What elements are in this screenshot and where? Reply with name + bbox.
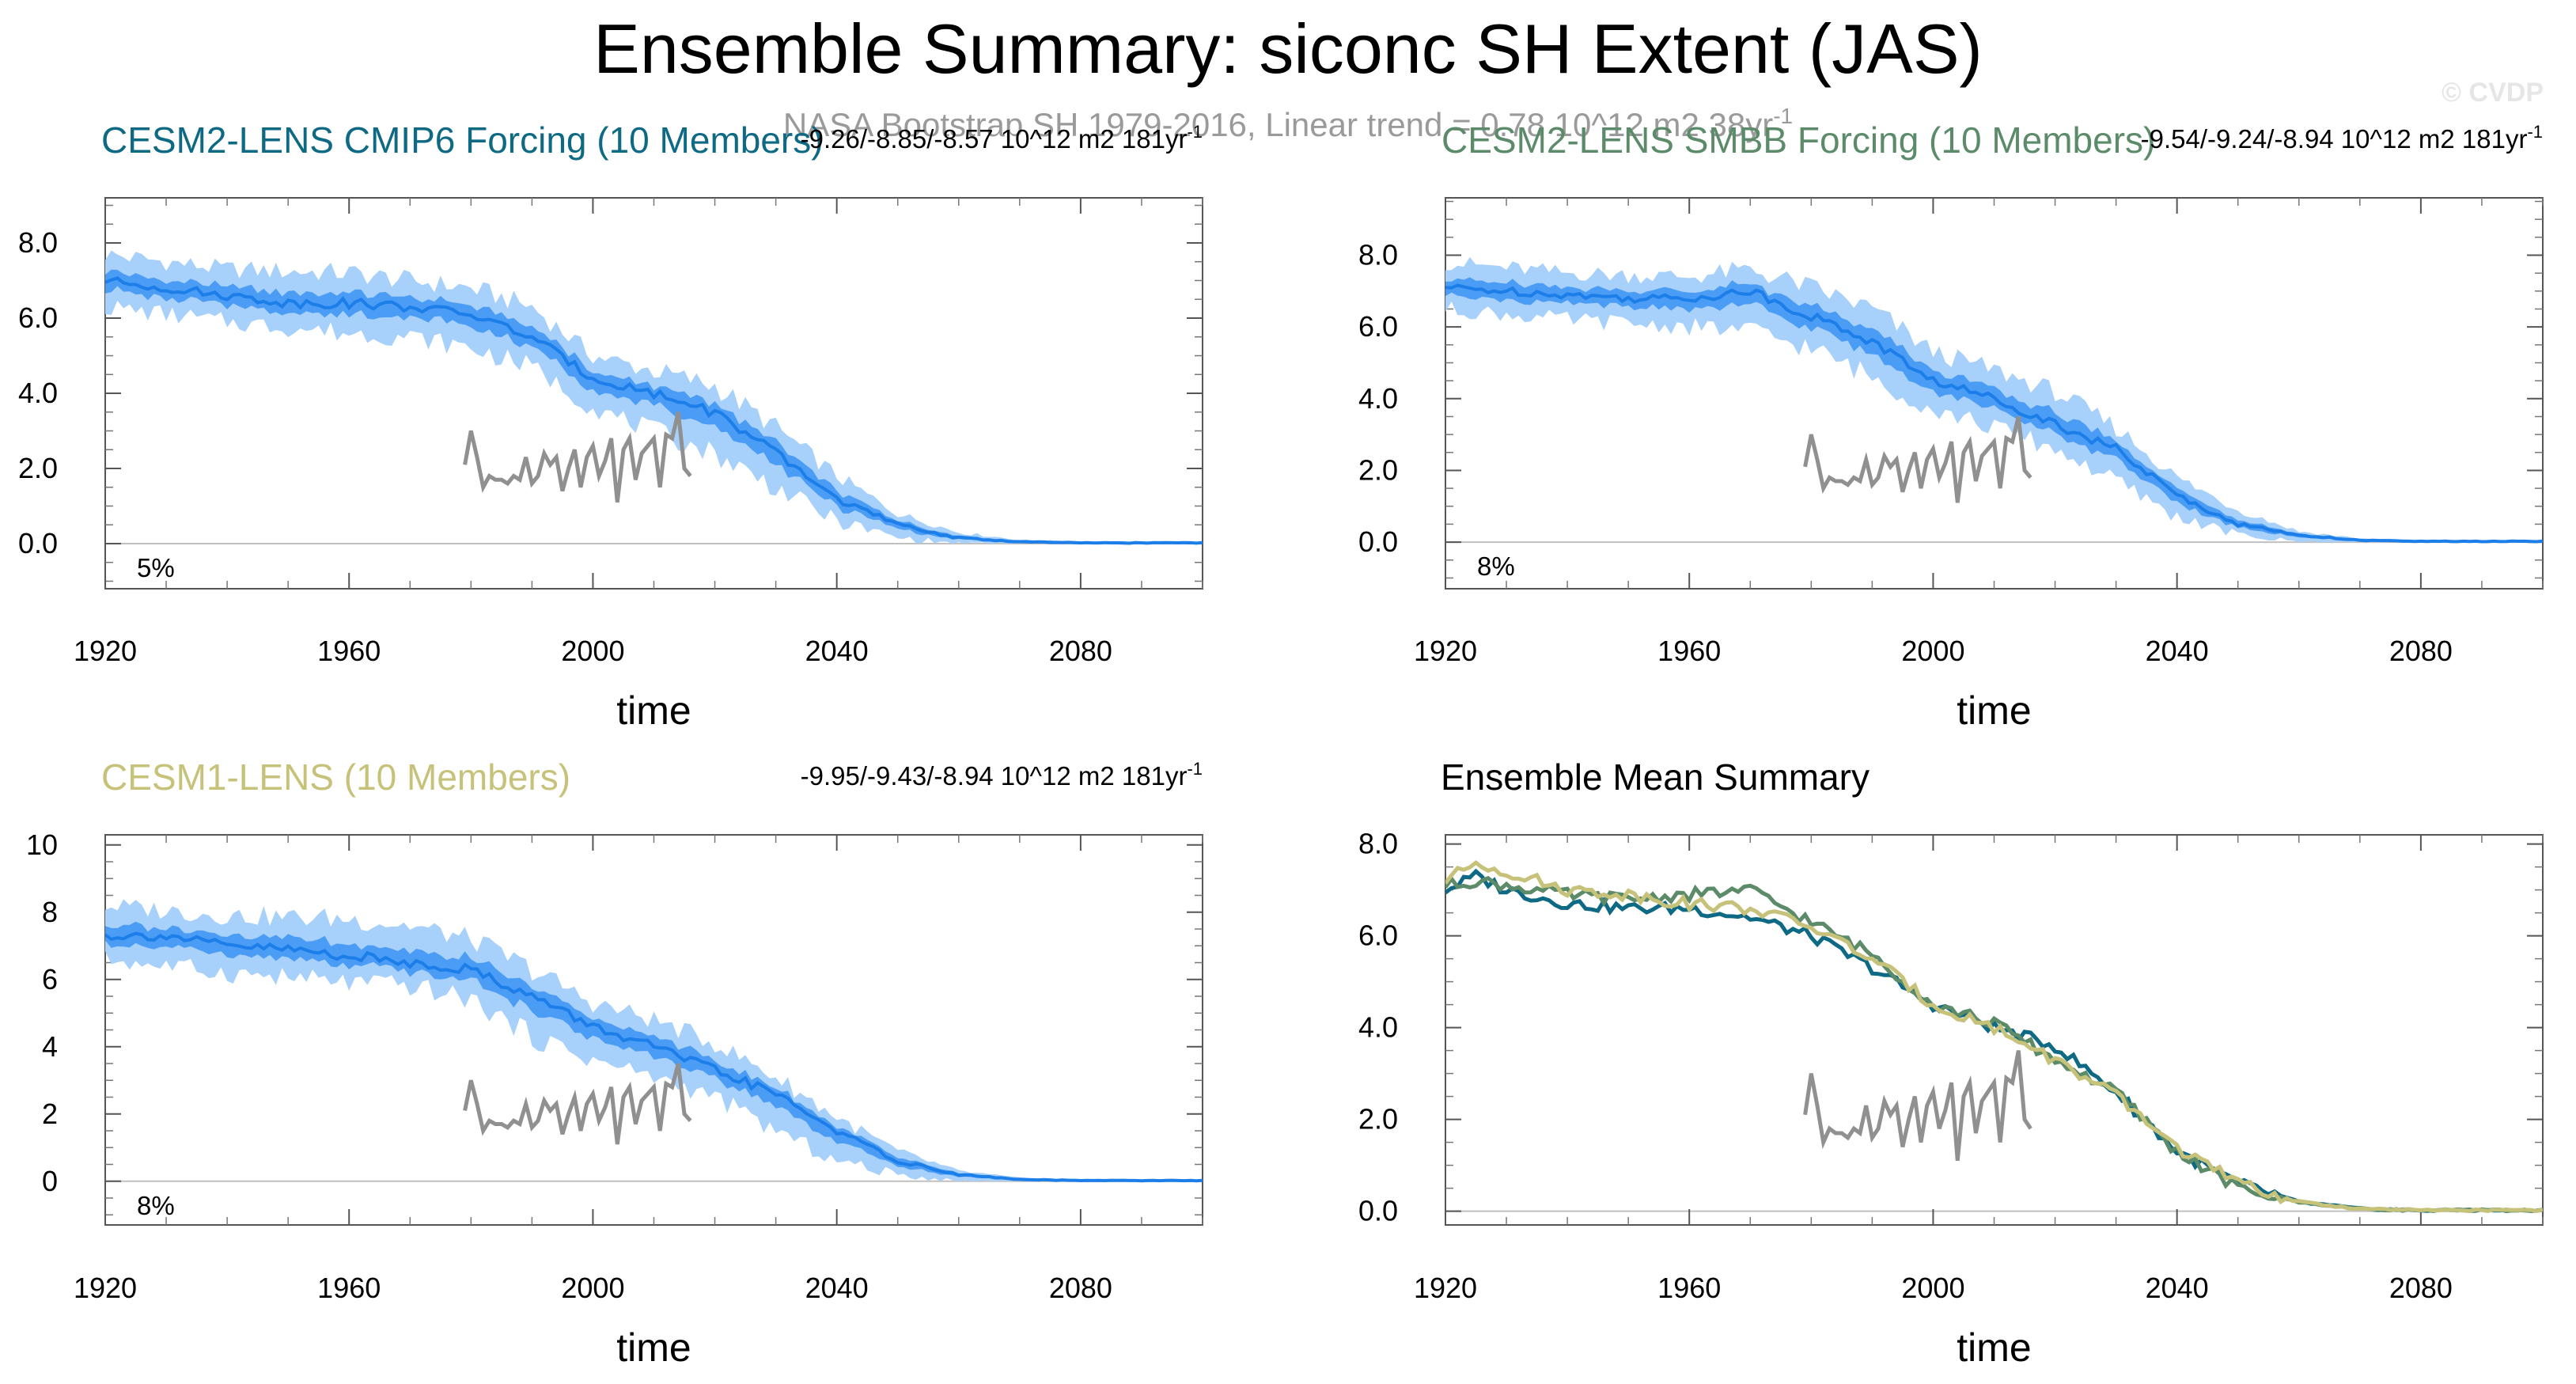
trend-text-exp: -1 bbox=[1187, 759, 1203, 779]
y-tick-label: 8.0 bbox=[18, 226, 58, 259]
ensemble-inner-band bbox=[105, 269, 1203, 544]
watermark: © CVDP bbox=[2442, 78, 2544, 108]
x-tick-label: 2040 bbox=[805, 635, 869, 667]
x-tick-label: 2080 bbox=[2389, 635, 2453, 667]
trend-text-main: -9.26/-8.85/-8.57 10^12 m2 181yr bbox=[801, 124, 1188, 154]
ensemble-mean-line bbox=[105, 931, 1203, 1183]
ensemble-inner-band bbox=[105, 921, 1203, 1181]
figure-subtitle: NASA Bootstrap SH 1979-2016, Linear tren… bbox=[783, 104, 1793, 143]
x-tick-label: 2080 bbox=[1049, 1272, 1112, 1304]
ensemble-mean-line-3 bbox=[1445, 860, 2543, 1214]
panel-title: CESM1-LENS (10 Members) bbox=[101, 756, 570, 798]
observations-line bbox=[1803, 415, 2032, 503]
panel-1: CESM2-LENS CMIP6 Forcing (10 Members)-9.… bbox=[18, 119, 1203, 733]
observations-line bbox=[463, 1063, 692, 1145]
trend-text-main: -9.95/-9.43/-8.94 10^12 m2 181yr bbox=[801, 761, 1188, 791]
y-tick-label: 2.0 bbox=[18, 452, 58, 484]
x-tick-label: 2000 bbox=[561, 635, 624, 667]
x-tick-label: 1960 bbox=[317, 1272, 381, 1304]
y-tick-label: 4 bbox=[42, 1030, 58, 1063]
x-tick-label: 1920 bbox=[1414, 1272, 1477, 1304]
y-tick-label: 0.0 bbox=[1358, 1195, 1398, 1227]
panel-3: CESM1-LENS (10 Members) -9.95/-9.43/-8.94… bbox=[26, 756, 1203, 1370]
panel-title: Ensemble Mean Summary bbox=[1441, 756, 1869, 798]
x-tick-label: 2040 bbox=[2146, 1272, 2209, 1304]
y-tick-label: 0 bbox=[42, 1165, 58, 1197]
plot-area bbox=[1445, 256, 2543, 544]
figure-subtitle-text: NASA Bootstrap SH 1979-2016, Linear tren… bbox=[783, 106, 1773, 143]
trend-text: -9.26/-8.85/-8.57 10^12 m2 181yr-1 bbox=[801, 122, 1203, 154]
ensemble-mean-line-1 bbox=[1445, 868, 2543, 1213]
panel-title: CESM2-LENS SMBB Forcing (10 Members) bbox=[1441, 119, 2155, 161]
x-tick-label: 1960 bbox=[1657, 635, 1721, 667]
x-tick-label: 2040 bbox=[2146, 635, 2209, 667]
y-tick-label: 8 bbox=[42, 896, 58, 928]
y-tick-label: 2.0 bbox=[1358, 453, 1398, 486]
y-tick-label: 6.0 bbox=[1358, 310, 1398, 343]
figure-subtitle-exp: -1 bbox=[1773, 104, 1793, 128]
x-axis-label: time bbox=[616, 1325, 691, 1370]
x-tick-label: 1920 bbox=[1414, 635, 1477, 667]
panel-4: Ensemble Mean Summary 0.0 2.0 4.0 6.0 8.0 1920… bbox=[1358, 756, 2544, 1370]
x-tick-label: 2000 bbox=[561, 1272, 624, 1304]
trend-text-exp: -1 bbox=[2527, 122, 2543, 142]
ensemble-mean-line bbox=[105, 276, 1203, 545]
ensemble-mean-line-2 bbox=[1445, 875, 2543, 1214]
trend-text: -9.95/-9.43/-8.94 10^12 m2 181yr-1 bbox=[801, 759, 1203, 791]
y-tick-label: 6 bbox=[42, 963, 58, 995]
figure-title: Ensemble Summary: siconc SH Extent (JAS) bbox=[593, 9, 1983, 88]
x-tick-label: 1960 bbox=[317, 635, 381, 667]
x-tick-label: 1920 bbox=[74, 635, 137, 667]
y-tick-label: 8.0 bbox=[1358, 239, 1398, 271]
y-tick-label: 4.0 bbox=[1358, 382, 1398, 415]
trend-text: -9.54/-9.24/-8.94 10^12 m2 181yr-1 bbox=[2141, 122, 2543, 154]
plot-area bbox=[105, 250, 1203, 545]
y-tick-label: 2 bbox=[42, 1098, 58, 1130]
y-tick-label: 4.0 bbox=[18, 377, 58, 409]
x-axis-label: time bbox=[1957, 688, 2031, 733]
x-tick-label: 2000 bbox=[1901, 1272, 1964, 1304]
plot-area bbox=[1445, 860, 2543, 1214]
percent-label: 5% bbox=[137, 553, 175, 582]
trend-text-exp: -1 bbox=[1187, 122, 1203, 142]
y-tick-label: 6.0 bbox=[18, 301, 58, 334]
x-tick-label: 1960 bbox=[1657, 1272, 1721, 1304]
y-tick-label: 2.0 bbox=[1358, 1103, 1398, 1136]
ensemble-mean-line bbox=[1445, 283, 2543, 544]
x-tick-label: 2080 bbox=[2389, 1272, 2453, 1304]
y-tick-label: 10 bbox=[26, 829, 58, 861]
x-tick-label: 2000 bbox=[1901, 635, 1964, 667]
x-tick-label: 2080 bbox=[1049, 635, 1112, 667]
y-tick-label: 0.0 bbox=[1358, 525, 1398, 558]
observations-line bbox=[463, 411, 692, 503]
percent-label: 8% bbox=[1477, 552, 1515, 581]
plot-area bbox=[105, 899, 1203, 1183]
percent-label: 8% bbox=[137, 1191, 175, 1220]
panel-2: CESM2-LENS SMBB Forcing (10 Members)-9.5… bbox=[1358, 119, 2544, 733]
y-tick-label: 0.0 bbox=[18, 527, 58, 559]
panels-group: CESM2-LENS CMIP6 Forcing (10 Members)-9.… bbox=[18, 119, 2544, 1370]
y-tick-label: 4.0 bbox=[1358, 1011, 1398, 1044]
x-tick-label: 1920 bbox=[74, 1272, 137, 1304]
observations-line bbox=[1803, 1050, 2032, 1162]
y-tick-label: 8.0 bbox=[1358, 828, 1398, 860]
y-tick-label: 6.0 bbox=[1358, 920, 1398, 952]
x-tick-label: 2040 bbox=[805, 1272, 869, 1304]
panel-title: CESM2-LENS CMIP6 Forcing (10 Members) bbox=[101, 119, 824, 161]
x-axis-label: time bbox=[616, 688, 691, 733]
trend-text-main: -9.54/-9.24/-8.94 10^12 m2 181yr bbox=[2141, 124, 2528, 154]
x-axis-label: time bbox=[1957, 1325, 2031, 1370]
